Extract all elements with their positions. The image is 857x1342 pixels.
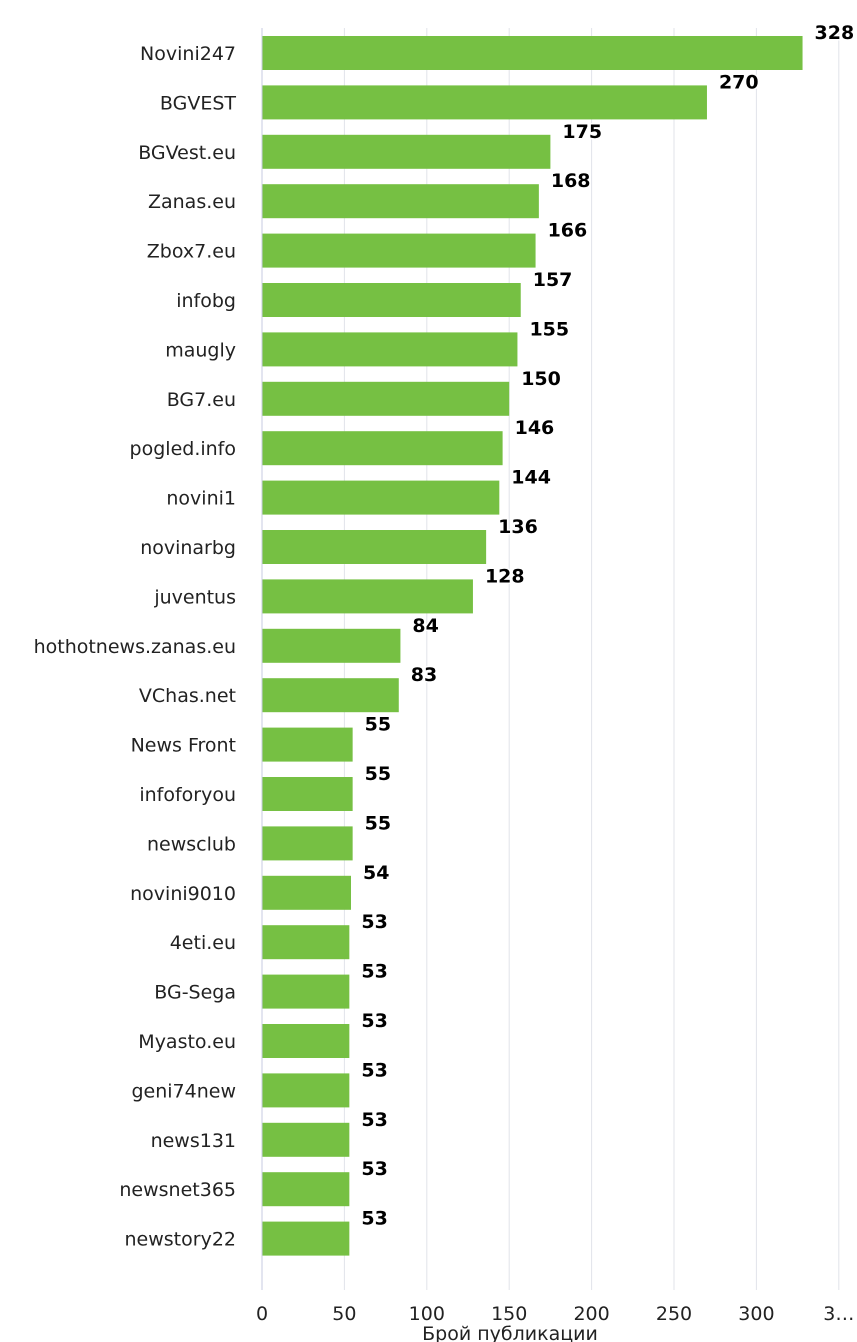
category-label: geni74new — [131, 1080, 236, 1102]
category-label: VChas.net — [139, 685, 236, 707]
data-labels: 328 270 175 168 166 157 155 150 146 144 136 128 84 83… — [360, 21, 856, 1232]
data-label: 53 — [361, 1158, 387, 1180]
data-label: 53 — [361, 961, 387, 983]
bar — [262, 184, 539, 219]
category-label: novini1 — [166, 488, 236, 510]
category-label: Myasto.eu — [138, 1031, 236, 1053]
category-label: newstory22 — [125, 1229, 236, 1251]
category-label: pogled.info — [130, 438, 236, 460]
category-label: BGVEST — [160, 92, 236, 114]
bar — [262, 1024, 350, 1058]
category-label: novinarbg — [140, 537, 236, 559]
bar — [262, 85, 707, 120]
data-label: 53 — [361, 1010, 387, 1032]
bar — [262, 1073, 350, 1108]
category-label: BG7.eu — [167, 389, 236, 411]
bar — [262, 332, 518, 367]
category-label: Novini247 — [140, 43, 236, 65]
data-label: 150 — [521, 368, 561, 390]
category-label: 4eti.eu — [170, 932, 236, 954]
bar — [262, 134, 551, 169]
x-tick-label: 50 — [332, 1303, 356, 1325]
category-label: infobg — [176, 290, 236, 312]
data-label: 175 — [562, 121, 602, 143]
data-label: 55 — [365, 812, 391, 834]
x-tick-label: 0 — [256, 1303, 268, 1325]
x-tick-labels: 0 50 100 150 200 250 300 3… — [256, 1303, 854, 1325]
category-label: newsclub — [147, 833, 236, 855]
x-tick-label: 250 — [656, 1303, 692, 1325]
category-label: juventus — [153, 586, 236, 608]
bar — [262, 579, 473, 614]
x-tick-label: 100 — [409, 1303, 445, 1325]
data-label: 55 — [365, 714, 391, 736]
category-label: newsnet365 — [119, 1179, 236, 1201]
data-label: 84 — [412, 615, 438, 637]
data-label: 166 — [548, 220, 588, 242]
x-axis-title: Брой публикации — [422, 1323, 598, 1342]
category-label: infoforyou — [139, 784, 236, 806]
category-label: maugly — [165, 339, 236, 361]
data-label: 128 — [485, 565, 525, 587]
category-label: Zanas.eu — [148, 191, 236, 213]
bar — [262, 36, 803, 70]
bar — [262, 233, 536, 268]
bar — [262, 826, 353, 861]
x-tick-label: 3… — [823, 1303, 854, 1325]
data-label: 53 — [361, 1208, 387, 1230]
bar — [262, 1172, 350, 1207]
bar — [262, 678, 399, 713]
bars — [262, 36, 803, 1256]
bar — [262, 283, 521, 317]
data-label: 53 — [361, 1059, 387, 1081]
category-label: novini9010 — [130, 883, 236, 905]
data-label: 53 — [361, 1109, 387, 1131]
data-label: 157 — [533, 269, 573, 291]
category-label: Zbox7.eu — [147, 241, 236, 263]
bar — [262, 1122, 350, 1157]
bar — [262, 431, 503, 466]
data-label: 168 — [551, 170, 591, 192]
category-label: hothotnews.zanas.eu — [34, 636, 236, 658]
bar — [262, 381, 510, 416]
bar — [262, 777, 353, 811]
bar — [262, 925, 350, 960]
category-label: BGVest.eu — [138, 142, 236, 164]
data-label: 55 — [365, 763, 391, 785]
category-labels: Novini247 BGVEST BGVest.eu Zanas.eu Zbox7.eu… — [34, 43, 237, 1251]
category-label: BG-Sega — [154, 982, 236, 1004]
data-label: 155 — [529, 318, 569, 340]
data-label: 146 — [515, 417, 555, 439]
bar — [262, 530, 487, 564]
bar — [262, 628, 401, 663]
data-label: 270 — [719, 71, 759, 93]
bar — [262, 974, 350, 1009]
data-label: 53 — [361, 911, 387, 933]
data-label: 136 — [498, 516, 538, 538]
x-tick-label: 200 — [573, 1303, 609, 1325]
bar — [262, 875, 351, 910]
data-label: 144 — [511, 467, 551, 489]
bar — [262, 727, 353, 762]
x-tick-label: 300 — [738, 1303, 774, 1325]
bar — [262, 480, 500, 515]
data-label: 328 — [815, 22, 855, 44]
category-label: news131 — [151, 1130, 236, 1152]
x-tick-label: 150 — [491, 1303, 527, 1325]
data-label: 54 — [363, 862, 389, 884]
category-label: News Front — [131, 735, 236, 757]
data-label: 83 — [411, 664, 437, 686]
bar — [262, 1221, 350, 1256]
